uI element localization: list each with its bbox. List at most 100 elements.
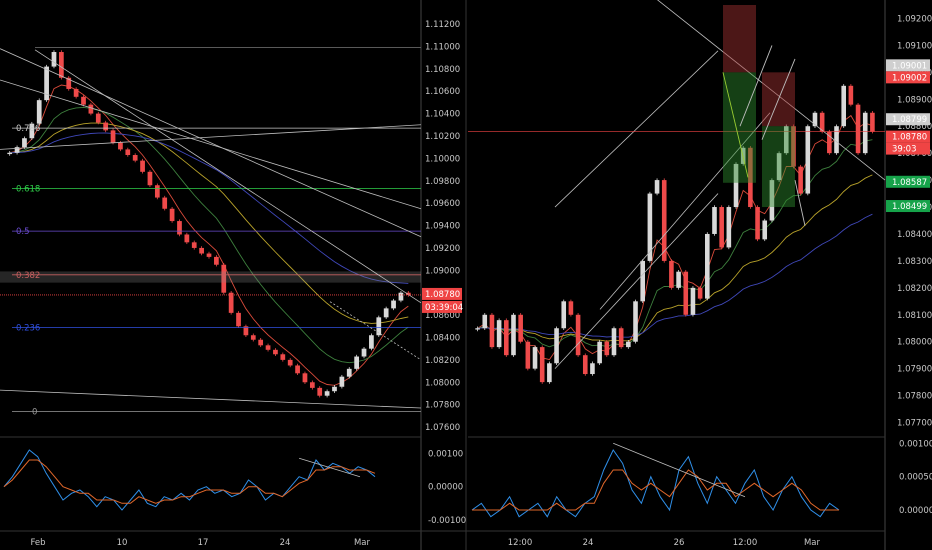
left-candle-body bbox=[258, 339, 264, 346]
right-candle-body bbox=[647, 193, 653, 261]
channel-mid-line bbox=[599, 112, 771, 310]
left-candle-body bbox=[88, 104, 94, 114]
fib-level-label: 0.786 bbox=[16, 124, 40, 134]
right-price-badge bbox=[886, 71, 930, 84]
left-candle-body bbox=[14, 147, 20, 153]
right-candle-body bbox=[654, 180, 660, 194]
right-price-badge bbox=[886, 113, 930, 126]
short-target-zone-2 bbox=[762, 126, 795, 208]
right-ema-mid-line bbox=[477, 139, 873, 348]
left-candle-body bbox=[59, 52, 64, 78]
right-candle-body bbox=[798, 166, 803, 194]
projection-arrow bbox=[761, 58, 796, 140]
left-y-tick-label: 1.09400 bbox=[425, 222, 460, 232]
right-macd-tick-label: 0.00050 bbox=[899, 473, 932, 483]
left-candle-body bbox=[169, 208, 175, 222]
left-candle-body bbox=[265, 345, 271, 350]
right-candle-body bbox=[683, 271, 689, 315]
left-ema-slow-line bbox=[9, 122, 409, 324]
right-candle-body bbox=[640, 260, 645, 302]
right-candle-body bbox=[661, 180, 667, 261]
left-candle-body bbox=[391, 300, 396, 309]
right-candle-body bbox=[733, 163, 739, 208]
right-candle-body bbox=[776, 153, 782, 181]
left-candle-body bbox=[73, 88, 79, 97]
left-candle-body bbox=[184, 234, 190, 243]
left-candle-body bbox=[206, 253, 212, 257]
fib-zone-box bbox=[0, 271, 421, 283]
left-candle-body bbox=[140, 160, 145, 172]
right-candle-body bbox=[855, 104, 861, 154]
right-candle-body bbox=[762, 220, 768, 240]
left-candle-body bbox=[302, 373, 308, 383]
right-candle-body bbox=[554, 328, 559, 364]
right-price-badge bbox=[886, 142, 930, 155]
right-price-badge-label: 1.08799 bbox=[892, 115, 927, 125]
left-macd-tick-label: -0.00100 bbox=[428, 516, 466, 526]
right-ema-slow-line bbox=[477, 174, 873, 342]
right-price-badge bbox=[886, 130, 930, 143]
fib-level-label: 0.236 bbox=[16, 323, 40, 333]
right-candle-body bbox=[482, 314, 488, 329]
left-time-tick-label: 17 bbox=[198, 538, 209, 548]
left-candle-body bbox=[317, 387, 323, 396]
right-time-tick-label: Mar bbox=[804, 538, 821, 548]
left-time-tick-label: 10 bbox=[117, 538, 128, 548]
left-macd-divergence-arrow bbox=[298, 457, 361, 478]
left-candle-body bbox=[250, 335, 256, 340]
left-candle-body bbox=[236, 312, 241, 327]
left-candle-body bbox=[354, 356, 359, 369]
right-downtrend-line bbox=[657, 0, 886, 181]
right-price-panel: 1.092001.091001.090001.089001.088001.087… bbox=[468, 0, 932, 429]
left-trend-line bbox=[0, 389, 422, 409]
fib-level-label: 0.618 bbox=[16, 185, 40, 195]
left-y-tick-label: 1.10400 bbox=[425, 110, 460, 120]
fib-level-label: 0 bbox=[32, 407, 37, 417]
left-candle-body bbox=[221, 264, 227, 293]
left-candle-body bbox=[214, 256, 219, 265]
left-y-tick-label: 1.09200 bbox=[425, 244, 460, 254]
right-y-tick-label: 1.07800 bbox=[897, 392, 932, 402]
right-candle-body bbox=[726, 207, 732, 248]
right-candle-body bbox=[489, 314, 495, 348]
left-y-tick-label: 1.10800 bbox=[425, 65, 460, 75]
right-y-tick-label: 1.08800 bbox=[897, 122, 932, 132]
right-candle-body bbox=[690, 287, 696, 315]
left-y-tick-label: 1.09000 bbox=[425, 266, 460, 276]
right-candle-body bbox=[618, 328, 624, 348]
right-y-tick-label: 1.08400 bbox=[897, 230, 932, 240]
left-y-tick-label: 1.09600 bbox=[425, 199, 460, 209]
left-y-tick-label: 1.07800 bbox=[425, 401, 460, 411]
left-y-tick-label: 1.09800 bbox=[425, 177, 460, 187]
left-candle-body bbox=[309, 382, 315, 388]
right-macd-tick-label: 0.00100 bbox=[899, 439, 932, 449]
left-countdown-label: 03:39:04 bbox=[425, 303, 463, 313]
left-macd-tick-label: 0.00000 bbox=[428, 483, 463, 493]
projection-arrow bbox=[739, 45, 773, 127]
left-candle-body bbox=[199, 247, 204, 254]
left-y-tick-label: 1.10000 bbox=[425, 154, 460, 164]
left-candle-body bbox=[147, 171, 153, 186]
left-projection-line bbox=[329, 301, 422, 361]
right-y-tick-label: 1.09100 bbox=[897, 41, 932, 51]
left-candle-body bbox=[332, 386, 337, 392]
right-candle-body bbox=[626, 341, 631, 348]
left-candle-body bbox=[398, 292, 404, 301]
right-candle-body bbox=[870, 112, 875, 132]
right-y-tick-label: 1.08200 bbox=[897, 284, 932, 294]
right-y-tick-label: 1.07700 bbox=[897, 419, 932, 429]
right-candle-body bbox=[812, 112, 818, 127]
left-macd-panel: 0.00100 0.00000 -0.00100 bbox=[3, 449, 466, 526]
left-time-tick-label: Mar bbox=[354, 538, 371, 548]
left-candle-body bbox=[44, 66, 49, 101]
left-signal-line bbox=[3, 459, 376, 504]
right-price-badge-label: 1.08780 bbox=[892, 133, 927, 143]
right-candle-body bbox=[791, 126, 796, 167]
right-candle-body bbox=[819, 112, 825, 132]
right-macd-line bbox=[471, 449, 840, 518]
right-candle-body bbox=[532, 347, 538, 369]
left-candle-body bbox=[36, 100, 42, 124]
left-candle-body bbox=[81, 96, 86, 105]
